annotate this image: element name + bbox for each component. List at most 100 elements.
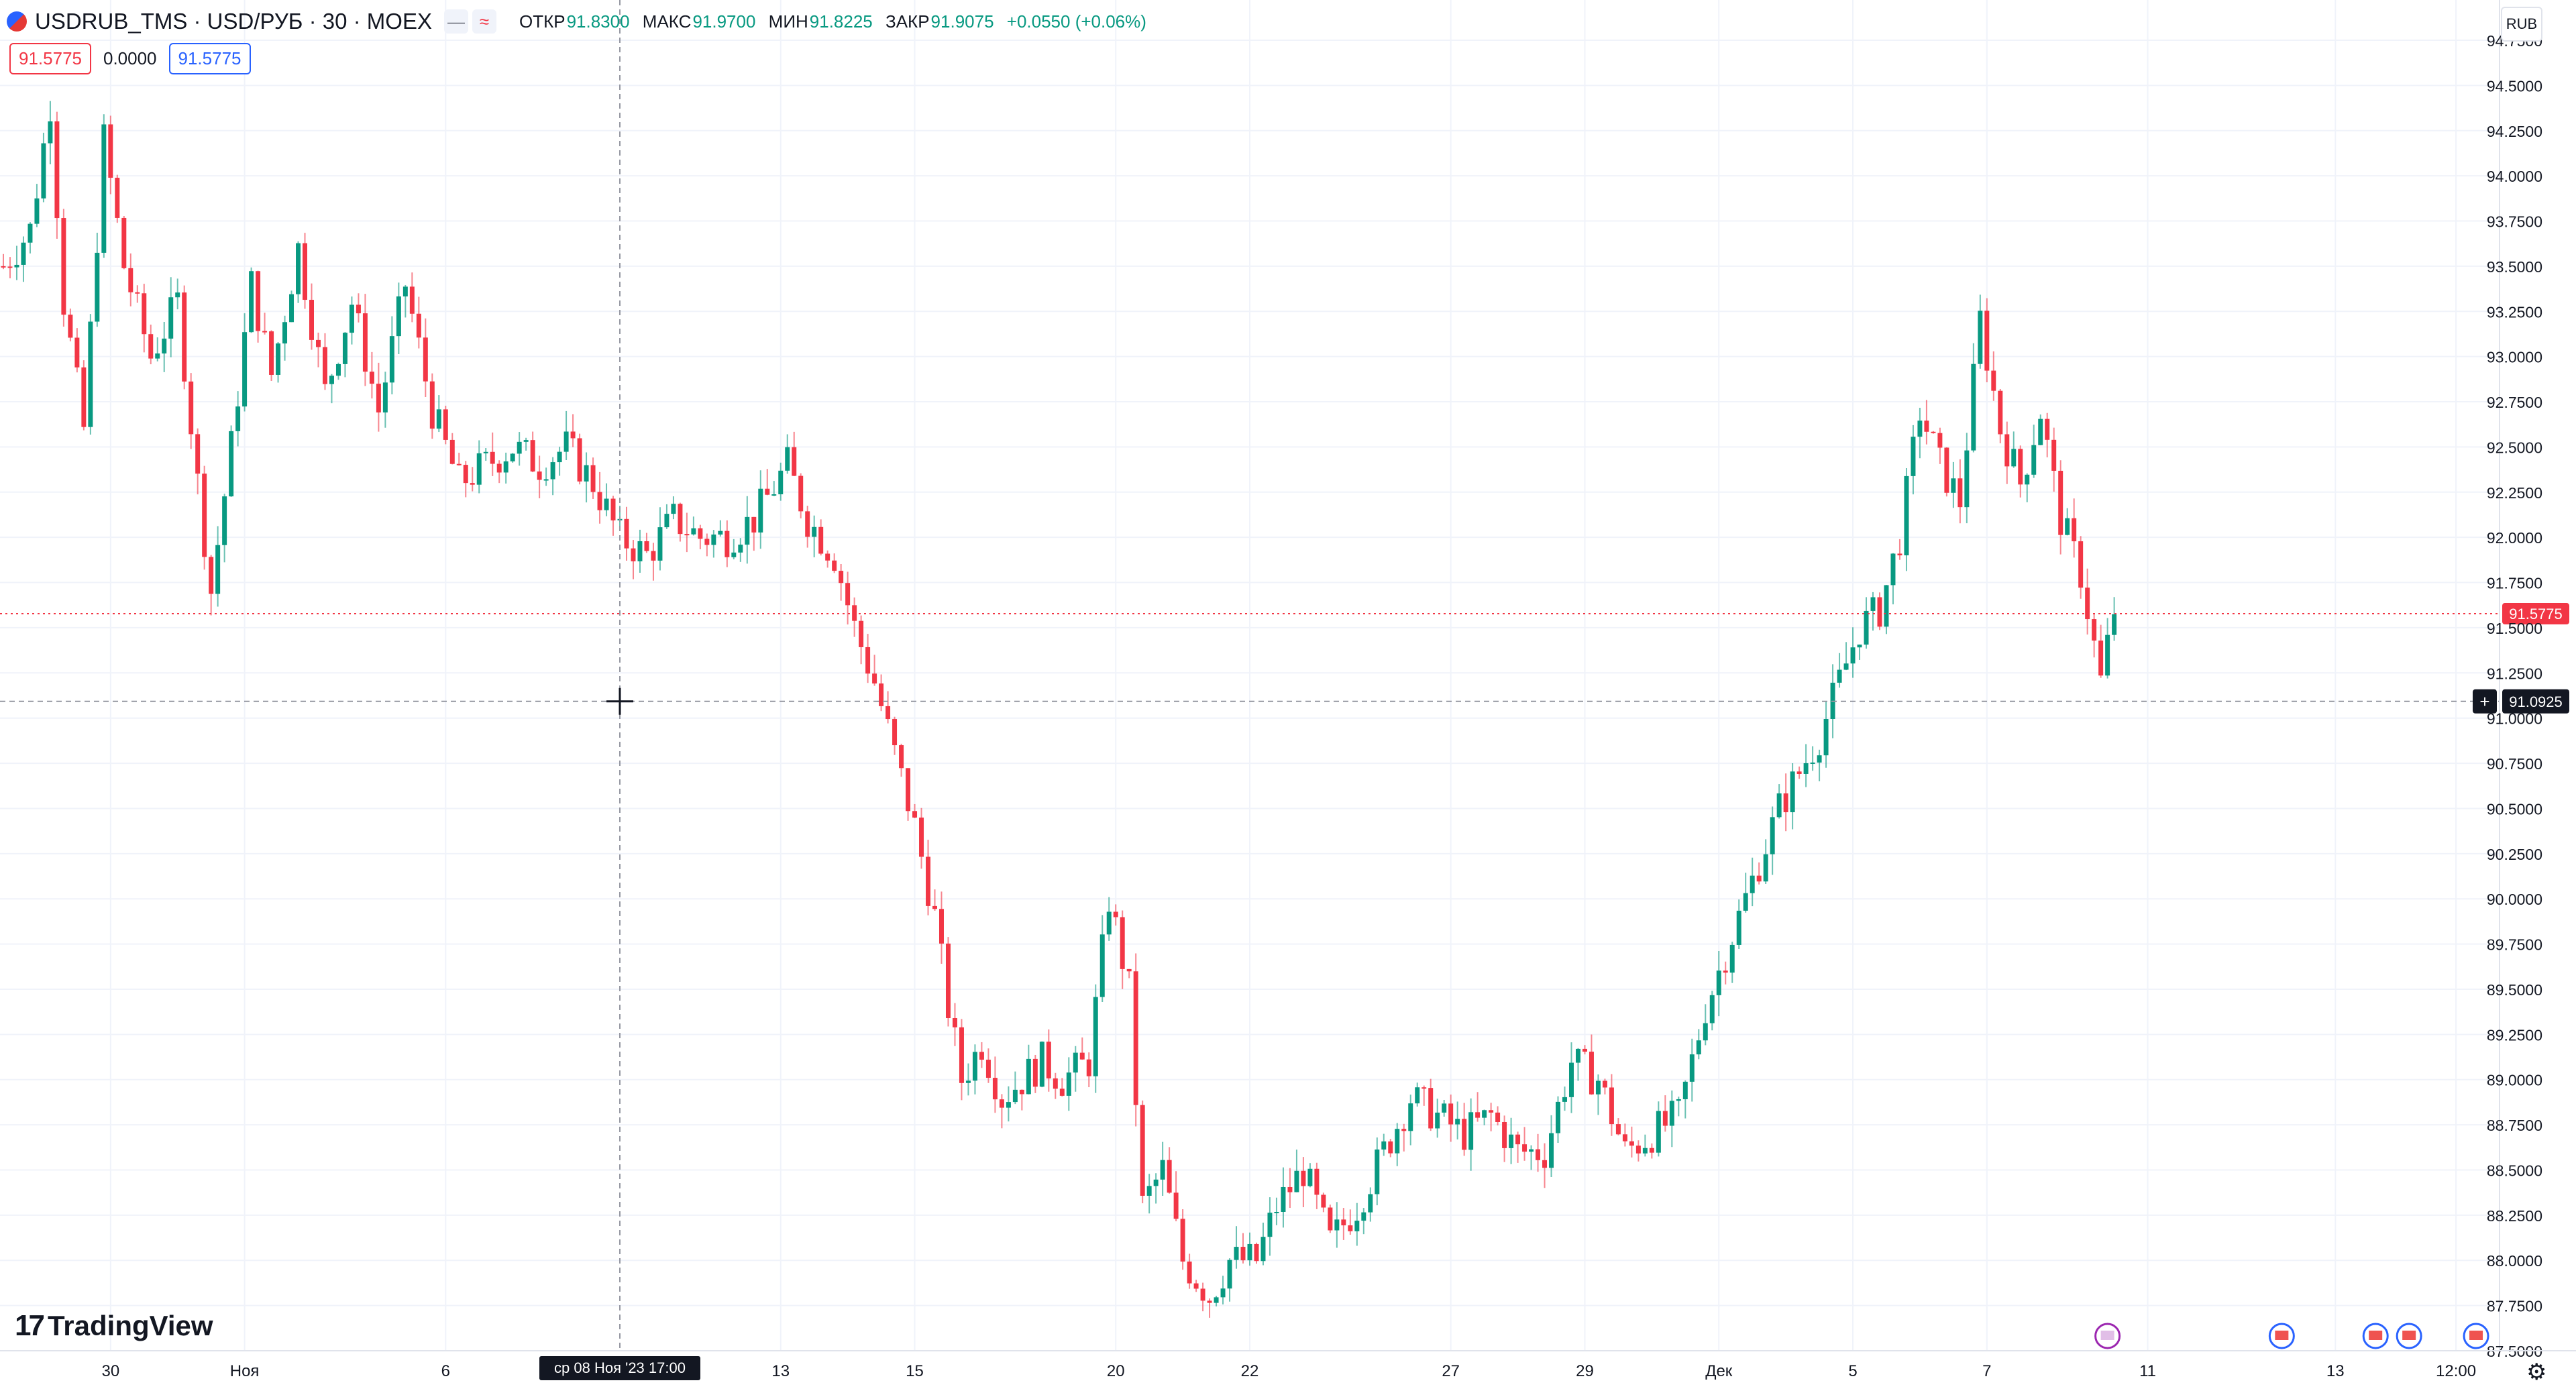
candle-body <box>1864 610 1869 645</box>
close-label: ЗАКР <box>885 11 930 32</box>
candle-body <box>1086 1059 1091 1076</box>
candle-body <box>859 620 864 647</box>
high-label: МАКС <box>642 11 692 32</box>
candle-body <box>624 518 629 549</box>
crosshair-price-label: 91.0925 <box>2509 693 2563 710</box>
candle-body <box>382 382 388 412</box>
candle-body <box>1937 433 1943 448</box>
candle-body <box>517 441 522 454</box>
candle-body <box>1435 1112 1440 1129</box>
time-tick-label: 30 <box>101 1362 119 1380</box>
time-tick-label: 13 <box>771 1362 790 1380</box>
candle-body <box>1375 1149 1380 1194</box>
candle-body <box>671 504 676 514</box>
candle-body <box>1589 1052 1594 1095</box>
price-tick-label: 92.0000 <box>2487 529 2542 547</box>
price-tick-label: 93.2500 <box>2487 303 2542 321</box>
candle-body <box>429 381 435 429</box>
candle-body <box>1455 1119 1460 1125</box>
candle-body <box>1723 970 1728 973</box>
candle-body <box>604 498 609 510</box>
candle-body <box>1944 447 1949 493</box>
candle-body <box>1783 793 1788 813</box>
ask-price[interactable]: 91.5775 <box>168 43 251 74</box>
candle-body <box>1562 1097 1567 1102</box>
tradingview-logo[interactable]: 17 TradingView <box>15 1309 213 1343</box>
candle-body <box>74 337 80 368</box>
gear-icon[interactable]: ⚙ <box>2526 1359 2547 1385</box>
candle-body <box>1408 1103 1413 1131</box>
candle-body <box>162 338 167 354</box>
candle-body <box>48 121 53 144</box>
candle-body <box>985 1060 991 1078</box>
price-tick-label: 88.2500 <box>2487 1207 2542 1225</box>
candle-body <box>2031 445 2037 475</box>
candle-body <box>34 198 40 224</box>
time-tick-label: 5 <box>1848 1362 1857 1380</box>
price-tick-label: 94.0000 <box>2487 168 2542 185</box>
candle-body <box>1682 1081 1688 1099</box>
candle-body <box>1133 971 1138 1105</box>
candle-body <box>1542 1160 1548 1168</box>
candle-body <box>490 451 495 464</box>
candle-body <box>315 339 321 347</box>
candle-body <box>537 471 542 480</box>
candle-body <box>738 545 743 553</box>
candle-body <box>2098 640 2104 676</box>
candle-body <box>376 384 381 412</box>
currency-selector[interactable]: RUB <box>2501 7 2542 42</box>
candle-body <box>1823 719 1829 756</box>
close-value: 91.9075 <box>930 11 994 32</box>
candle-body <box>2004 434 2010 467</box>
price-axis[interactable]: 87.500087.750088.000088.250088.500088.75… <box>2487 0 2542 1360</box>
symbol-title[interactable]: USDRUB_TMS · USD/РУБ · 30 · MOEX <box>35 9 432 34</box>
candle-body <box>1281 1186 1286 1212</box>
time-tick-label: 12:00 <box>2436 1362 2476 1380</box>
candle-body <box>168 297 174 339</box>
candle-body <box>1381 1141 1387 1150</box>
candle-body <box>2011 449 2017 467</box>
candle-body <box>21 242 26 265</box>
candle-body <box>523 440 529 442</box>
candle-body <box>758 488 763 533</box>
hide-icon[interactable]: — <box>443 9 468 34</box>
candle-body <box>443 409 448 440</box>
candle-body <box>1662 1111 1668 1126</box>
candle-body <box>1709 995 1715 1023</box>
candle-body <box>54 121 60 219</box>
candle-body <box>1495 1112 1501 1122</box>
candle-body <box>289 294 294 323</box>
candle-body <box>61 218 66 315</box>
candle-body <box>2018 449 2023 485</box>
candle-body <box>1515 1134 1521 1145</box>
candle-body <box>698 528 703 539</box>
candle-body <box>1395 1129 1400 1154</box>
candles <box>1 101 2117 1318</box>
candle-body <box>1113 911 1118 917</box>
candle-body <box>1274 1211 1279 1213</box>
candle-body <box>1857 645 1862 648</box>
candle-body <box>1743 893 1748 911</box>
candle-body <box>121 217 127 268</box>
time-axis[interactable]: 30 Ноя 6 13 15 20 22 27 29 Дек 5 7 11 13 12:00 <box>0 1350 2576 1380</box>
candle-body <box>885 706 891 720</box>
compare-icon[interactable]: ≈ <box>472 9 496 34</box>
candle-body <box>2112 614 2117 635</box>
candle-body <box>1703 1023 1708 1041</box>
bid-price[interactable]: 91.5775 <box>9 43 91 74</box>
time-tick-label: 6 <box>441 1362 450 1380</box>
candle-body <box>1234 1247 1239 1260</box>
candle-body <box>423 337 428 382</box>
candle-body <box>2045 418 2050 440</box>
candle-body <box>912 811 918 818</box>
candle-body <box>1321 1194 1326 1208</box>
candle-body <box>1615 1124 1621 1135</box>
candle-body <box>1850 647 1856 664</box>
candle-body <box>1301 1170 1306 1186</box>
candle-body <box>691 528 696 535</box>
candle-body <box>1214 1297 1219 1303</box>
candle-body <box>282 322 288 344</box>
candle-body <box>1314 1168 1320 1195</box>
candle-body <box>1032 1058 1038 1087</box>
